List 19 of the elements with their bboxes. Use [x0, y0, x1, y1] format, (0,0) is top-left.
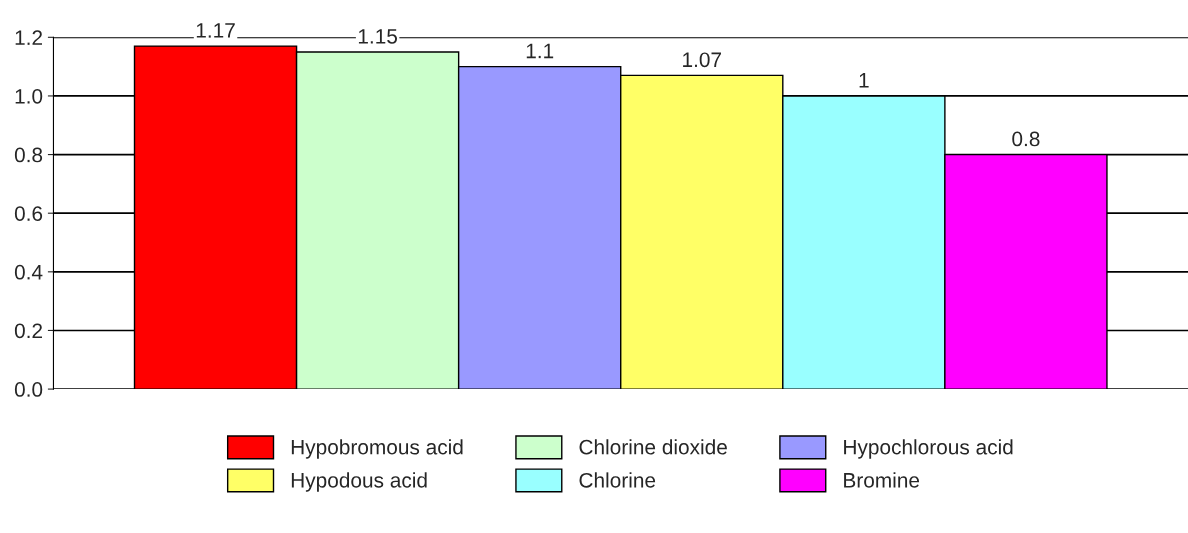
- y-tick-label: 0.4: [14, 264, 43, 280]
- data-label: 1: [859, 73, 869, 88]
- legend-label: Hypobromous acid: [291, 439, 463, 459]
- y-tick-label: 1.2: [15, 30, 42, 45]
- data-label: 1.07: [683, 52, 721, 68]
- y-tick-label: 0.8: [14, 147, 43, 163]
- data-label: 1.17: [196, 23, 235, 38]
- legend-label: Bromine: [844, 472, 920, 488]
- legend-label: Hypochlorous acid: [844, 439, 1013, 459]
- y-tick-label: 0.0: [14, 382, 43, 397]
- data-label: 1.1: [526, 43, 554, 59]
- data-label: 1.15: [358, 29, 398, 44]
- y-tick-label: 1.0: [15, 88, 43, 104]
- y-tick-label: 0.6: [14, 206, 43, 221]
- data-label: 0.8: [1012, 131, 1040, 147]
- y-tick-label: 0.2: [14, 323, 42, 339]
- legend-label: Chlorine: [579, 472, 656, 488]
- legend-label: Hypodous acid: [291, 472, 427, 492]
- legend-label: Chlorine dioxide: [579, 439, 727, 455]
